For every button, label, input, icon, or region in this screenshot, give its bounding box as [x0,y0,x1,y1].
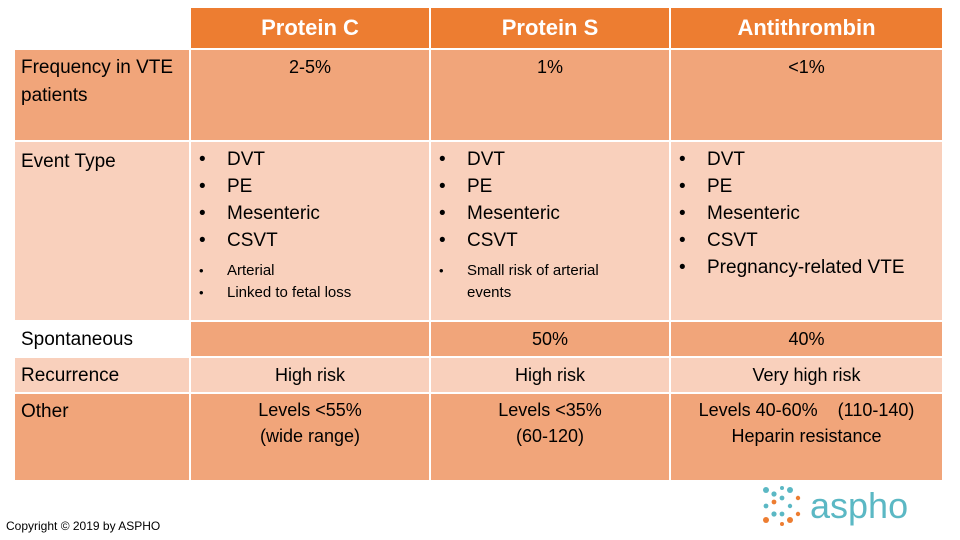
spontaneous-label-text: Spontaneous [21,329,133,350]
other-protein-c: Levels <55% (wide range) [191,394,429,480]
antithrombin-event-list: DVT PE Mesenteric CSVT Pregnancy-related… [671,146,942,281]
copyright-text: Copyright © 2019 by ASPHO [6,519,161,533]
row-label-recurrence: Recurrence [15,358,189,392]
list-item: DVT [431,146,669,173]
spontaneous-protein-s: 50% [431,322,669,356]
list-item: PE [431,173,669,200]
event-type-protein-c: DVT PE Mesenteric CSVT Arterial Linked t… [191,142,429,320]
frequency-protein-s: 1% [431,50,669,140]
protein-s-minor-event-list: Small risk of arterial events [431,260,669,304]
frequency-label-text: Frequency in VTE patients [21,57,174,106]
other-protein-c-line-1: Levels <55% [258,400,362,420]
list-item: Mesenteric [671,200,942,227]
list-item: PE [191,173,429,200]
other-antithrombin: Levels 40-60% (110-140) Heparin resistan… [671,394,942,480]
event-type-antithrombin: DVT PE Mesenteric CSVT Pregnancy-related… [671,142,942,320]
event-type-protein-s: DVT PE Mesenteric CSVT Small risk of art… [431,142,669,320]
recurrence-protein-c: High risk [191,358,429,392]
list-item: DVT [671,146,942,173]
header-protein-c: Protein C [191,8,429,48]
list-item: Linked to fetal loss [191,282,429,304]
row-label-spontaneous: Spontaneous [15,322,189,356]
list-item: Mesenteric [191,200,429,227]
row-label-other: Other [15,394,189,480]
list-item: Pregnancy-related VTE [671,254,942,281]
list-item: PE [671,173,942,200]
frequency-antithrombin: <1% [671,50,942,140]
aspho-logo-mark-icon: aspho [763,485,908,526]
list-item: CSVT [191,227,429,254]
list-item: Small risk of arterial events [431,260,627,304]
aspho-logo: aspho [760,484,935,528]
other-protein-c-line-2: (wide range) [259,426,361,446]
row-label-event-type: Event Type [15,142,189,320]
header-protein-s: Protein S [431,8,669,48]
other-protein-s-line-2: (60-120) [515,426,585,446]
protein-s-event-list: DVT PE Mesenteric CSVT [431,146,669,254]
header-antithrombin: Antithrombin [671,8,942,48]
spontaneous-antithrombin: 40% [671,322,942,356]
spontaneous-protein-c [191,322,429,356]
recurrence-label-text: Recurrence [21,365,120,386]
protein-c-event-list: DVT PE Mesenteric CSVT [191,146,429,254]
other-protein-s-line-1: Levels <35% [498,400,602,420]
event-type-label-text: Event Type [21,151,116,172]
list-item: CSVT [431,227,669,254]
row-label-frequency: Frequency in VTE patients [15,50,189,140]
list-item: Mesenteric [431,200,669,227]
list-item: CSVT [671,227,942,254]
list-item: Arterial [191,260,429,282]
other-protein-s: Levels <35% (60-120) [431,394,669,480]
list-item: DVT [191,146,429,173]
recurrence-protein-s: High risk [431,358,669,392]
frequency-protein-c: 2-5% [191,50,429,140]
other-label-text: Other [21,401,69,422]
protein-c-minor-event-list: Arterial Linked to fetal loss [191,260,429,304]
logo-wordmark: aspho [810,485,908,526]
recurrence-antithrombin: Very high risk [671,358,942,392]
other-antithrombin-line-2: Heparin resistance [731,426,882,446]
other-antithrombin-line-1: Levels 40-60% (110-140) [698,400,915,420]
